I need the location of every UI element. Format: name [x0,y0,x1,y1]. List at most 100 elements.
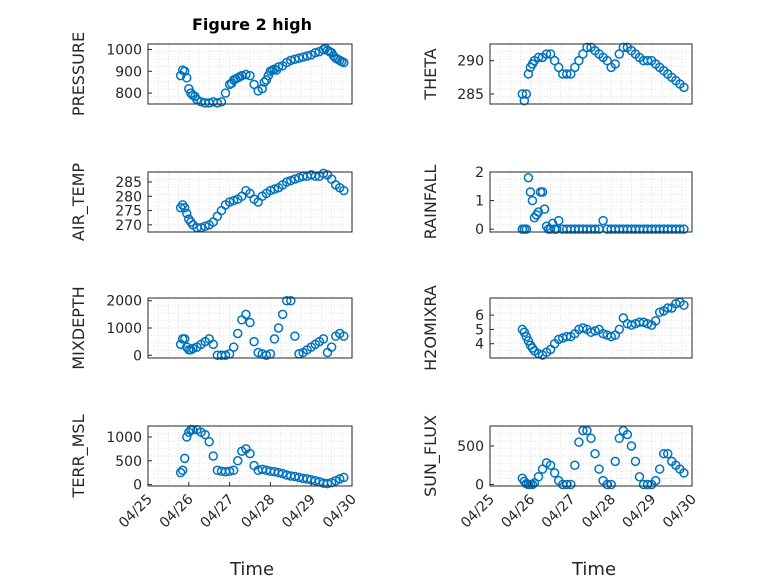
series-markers [175,295,349,361]
data-point [216,97,227,107]
data-point [261,75,272,85]
data-point [578,323,588,333]
data-point [679,468,689,478]
data-point [200,429,210,440]
y-tick-label: 6 [475,308,484,324]
series-markers [517,42,689,106]
y-tick-label: 290 [457,54,484,70]
data-point [521,224,532,234]
data-point [533,472,544,482]
grid [147,425,353,487]
y-tick-label: 2 [475,165,484,181]
axes-box [147,171,353,233]
data-point [654,307,665,318]
data-point [574,55,584,66]
data-point [322,478,333,489]
y-tick-label: 1000 [106,430,142,446]
data-point [658,448,669,459]
y-tick-label: 900 [115,64,142,80]
data-point [606,331,616,342]
data-point [537,187,548,197]
data-point [182,73,192,83]
x-tick-label: 04/26 [498,491,538,531]
data-point [277,468,288,479]
data-point [566,69,576,79]
data-point [541,49,552,59]
data-point [335,474,345,484]
data-point [175,467,186,478]
data-point [570,460,580,470]
data-point [339,185,349,196]
x-tick-label: 04/29 [279,492,319,532]
x-tick-label: 04/30 [320,492,360,532]
y-tick-label: 800 [115,86,142,102]
y-tick-label: 500 [115,454,142,470]
data-point [228,342,239,352]
data-point [224,197,235,207]
data-point [527,479,538,490]
data-point [650,316,661,326]
data-point [249,79,259,90]
y-tick-label: 270 [115,218,142,234]
y-tick-label: 0 [475,477,484,493]
y-tick-label: 285 [457,87,484,103]
data-point [553,215,564,226]
y-axis-label: THETA [421,48,440,100]
data-point [281,177,292,187]
data-point [245,448,255,459]
data-point [614,433,625,444]
data-point [614,49,625,59]
y-tick-label: 280 [115,189,142,205]
data-point [582,42,592,53]
subplot-pressure: 800 900 1000 PRESSURE [69,32,353,116]
y-tick-label: 0 [133,348,142,364]
y-tick-label: 1000 [106,42,142,58]
data-point [663,448,673,459]
data-point [549,55,560,66]
series-markers [517,297,689,360]
x-tick-label: 04/28 [579,492,619,532]
data-point [269,334,280,344]
data-point [545,224,556,234]
data-point [594,464,604,474]
data-point [204,436,214,447]
data-point [610,456,620,467]
data-point [638,317,649,328]
series-markers [175,425,349,489]
data-point [614,324,625,335]
data-point [650,475,661,486]
data-point [273,62,284,72]
y-tick-label: 275 [115,204,142,220]
data-point [642,55,653,66]
y-tick-label: 4 [475,337,484,353]
data-point [182,208,192,219]
data-point [318,168,329,179]
data-point [339,331,349,341]
data-point [549,468,560,478]
data-point [241,69,251,80]
series-markers [517,425,689,490]
data-point [527,195,538,206]
data-point [326,342,337,352]
series-markers [175,168,349,233]
data-point [241,309,251,320]
data-point [610,59,620,69]
data-point [245,70,255,81]
data-point [212,98,223,108]
data-point [519,95,530,106]
data-point [578,49,588,59]
data-point [228,465,239,476]
x-axis-label-right: Time [571,559,616,580]
data-point [675,224,685,234]
data-point [310,476,321,486]
data-point [545,49,556,59]
data-point [533,52,544,63]
axes-box [489,171,693,233]
data-point [290,174,300,184]
data-point [286,175,296,186]
x-tick-label: 04/26 [157,491,197,531]
data-point [553,62,564,73]
data-point [679,82,689,93]
data-point [177,465,188,476]
data-point [553,334,564,345]
